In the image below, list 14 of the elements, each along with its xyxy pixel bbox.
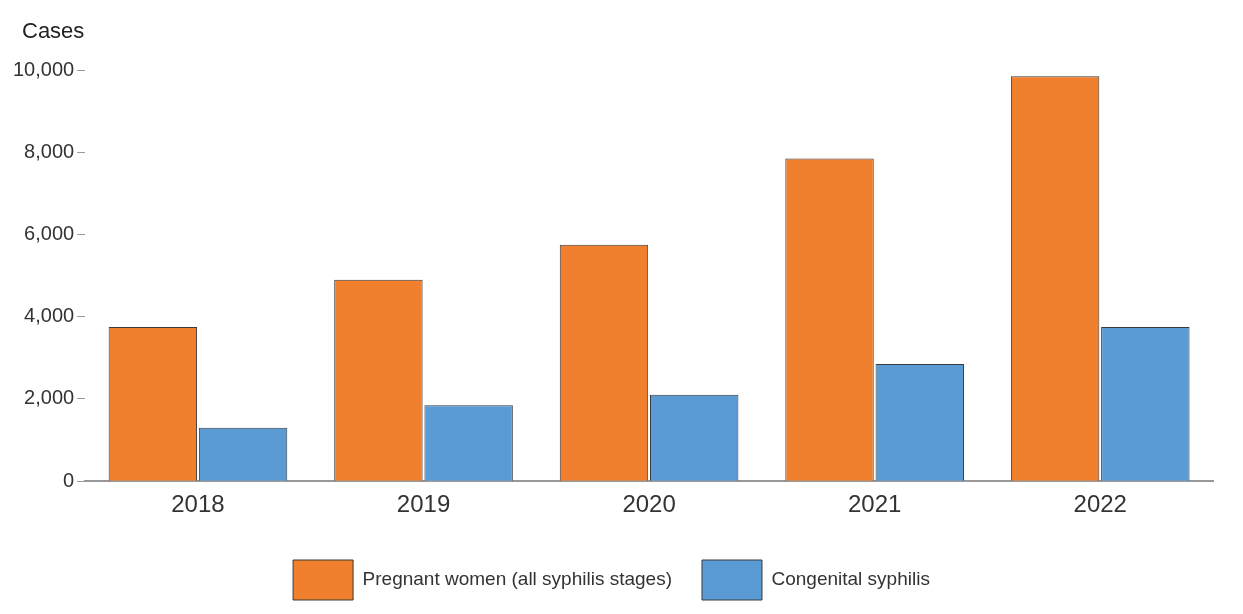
x-tick-label: 2021 [847,490,902,518]
x-tick-label: 2022 [1073,490,1127,518]
y-tick-label: 4,000 [24,304,75,327]
y-tick-label: 0 [63,468,75,491]
y-axis-title: Cases [22,18,85,44]
x-tick-label: 2019 [396,490,451,518]
x-tick-label: 2020 [622,490,676,518]
y-tick-label: 10,000 [13,57,75,80]
y-tick-label: 2,000 [24,386,75,409]
legend-label: Pregnant women (all syphilis stages) [362,568,672,590]
x-tick-label: 2018 [171,490,225,518]
y-tick-label: 8,000 [24,139,75,162]
y-tick-label: 6,000 [24,222,75,244]
legend-label: Congenital syphilis [771,568,930,590]
